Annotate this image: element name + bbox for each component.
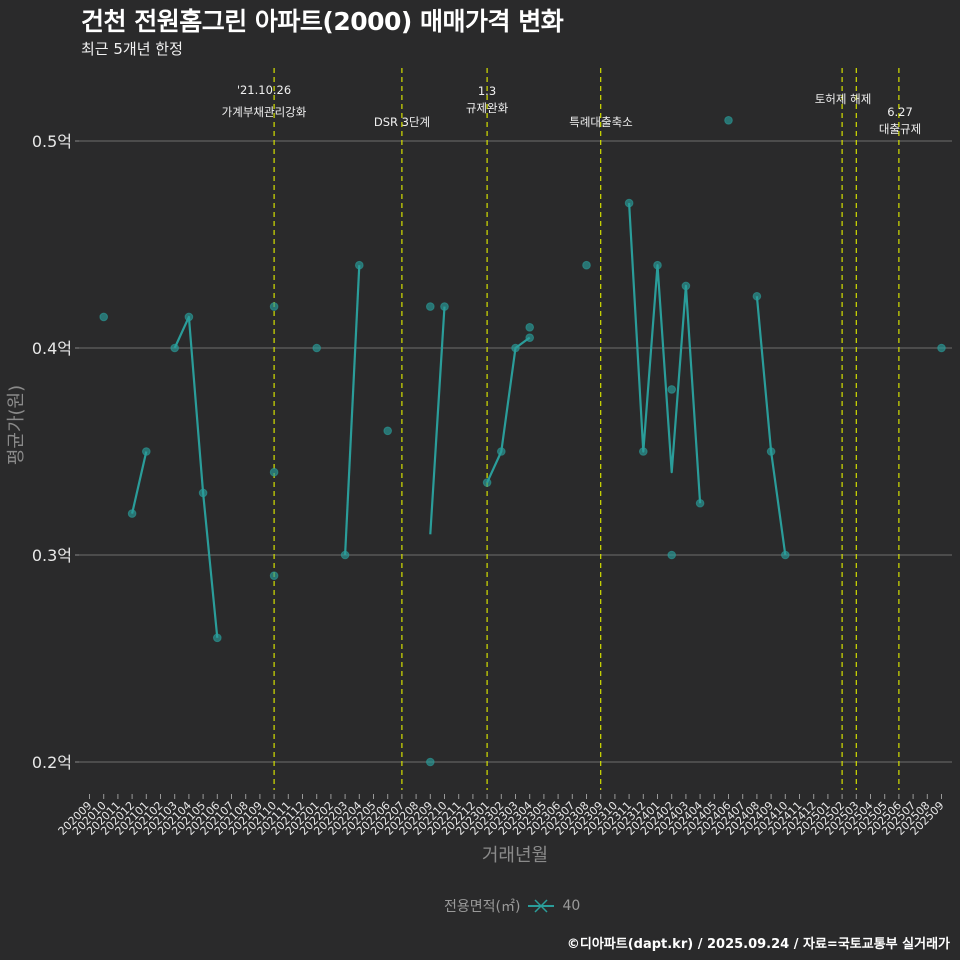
event-label-date: 1.3 [478,84,496,98]
legend-key-icon [528,899,555,913]
data-point [170,343,179,353]
data-point [681,281,691,291]
event-label-name: 특례대출축소 [569,115,632,129]
legend-title: 전용면적(㎡) [444,899,521,915]
data-point [482,478,492,487]
x-axis-title: 거래년월 [482,845,548,866]
event-label-date: 토허제 해제 [815,92,872,106]
event-label-name: 규제완화 [466,101,509,115]
data-point [198,488,208,498]
data-point [624,198,634,208]
series-line [486,336,531,484]
data-point [213,633,222,643]
data-point [582,260,591,270]
data-point [695,498,705,508]
series-line [628,203,702,504]
legend: 전용면적(㎡) 40 [444,896,580,916]
y-tick-label: 0.5억 [32,132,72,151]
data-point [269,302,279,311]
data-point [497,447,506,456]
series-line [429,306,446,535]
data-point [383,426,393,436]
data-point [426,757,435,767]
data-point [724,116,733,125]
data-point [937,343,946,353]
event-label-name: 대출규제 [879,122,921,136]
data-point [440,302,449,311]
data-point [639,447,648,456]
chart-subtitle: 최근 5개년 한정 [81,40,183,58]
data-point [653,260,662,270]
y-tick-label: 0.2억 [32,753,72,772]
data-point [426,302,435,311]
series-line [131,451,148,514]
series-line [344,265,361,556]
data-point [269,467,279,477]
event-label-name: 가계부채관리강화 [222,105,307,119]
data-point [142,447,151,456]
chart-title: 건천 전원홈그린 아파트(2000) 매매가격 변화 [81,7,564,36]
data-point [766,447,776,456]
series-line [173,315,219,638]
data-point [340,550,350,560]
y-tick-label: 0.4억 [32,339,72,358]
data-point [667,550,677,560]
data-point [269,571,279,581]
event-label-date: '21.10.26 [237,83,291,97]
source-footer: ©디아파트(dapt.kr) / 2025.09.24 / 자료=국토교통부 실… [566,937,950,952]
data-point [127,509,137,518]
y-axis-title: 평균가(원) [6,385,27,465]
data-point [511,343,520,353]
legend-item-label: 40 [562,898,581,914]
data-point [525,333,535,342]
data-point [525,323,535,332]
y-tick-label: 0.3억 [32,546,72,565]
data-point [752,291,762,301]
event-label-date: 6.27 [887,105,913,119]
data-point [184,312,194,322]
data-point [312,343,322,353]
data-point [667,385,677,394]
data-point [355,260,364,270]
data-point [781,550,790,560]
event-label-name: DSR 3단계 [374,115,430,129]
line-chart: 0.2억0.3억0.4억0.5억평균가(원)202009202010202011… [6,68,952,866]
series-line [755,296,787,556]
data-point [99,312,108,322]
